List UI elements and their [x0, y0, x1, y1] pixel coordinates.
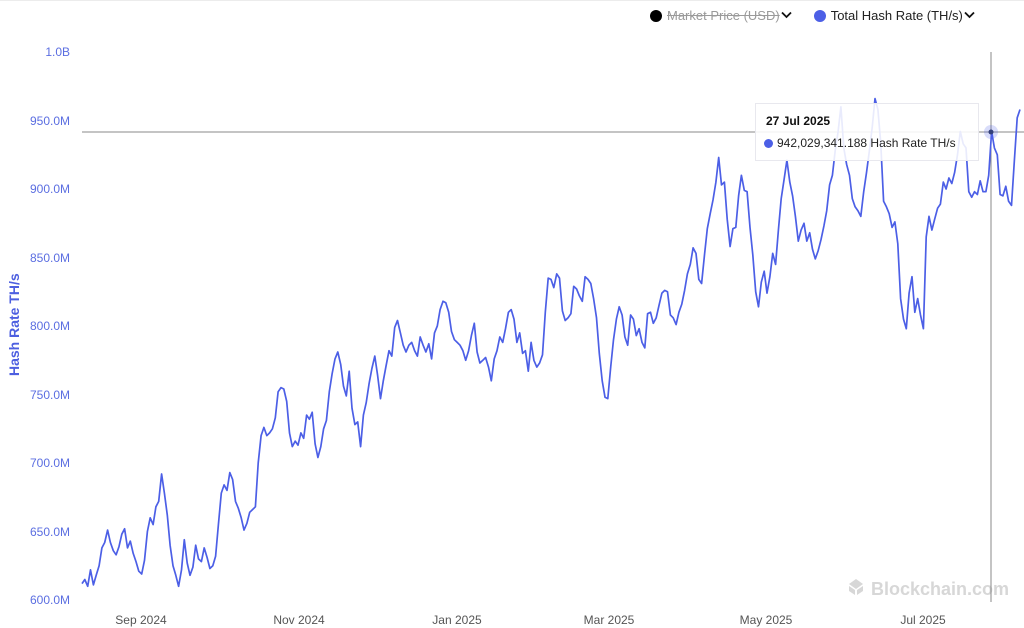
- y-tick: 750.0M: [29, 388, 70, 402]
- hash-rate-line: [81, 97, 1021, 588]
- y-tick: 700.0M: [29, 456, 70, 470]
- x-tick: Mar 2025: [583, 613, 635, 627]
- tooltip: 27 Jul 2025 942,029,341.188 Hash Rate TH…: [755, 103, 979, 161]
- y-tick: 600.0M: [29, 593, 70, 607]
- hash-rate-dot-icon: [813, 9, 826, 22]
- y-tick: 800.0M: [29, 319, 70, 333]
- chevron-down-icon[interactable]: [964, 8, 975, 22]
- x-tick: May 2025: [739, 613, 793, 627]
- tooltip-date: 27 Jul 2025: [766, 114, 831, 128]
- y-tick: 1.0B: [45, 45, 70, 59]
- y-tick: 900.0M: [29, 182, 70, 196]
- y-tick: 850.0M: [29, 251, 70, 265]
- series-dot-icon: [764, 138, 773, 148]
- x-tick: Sep 2024: [115, 613, 167, 627]
- x-tick: Jan 2025: [432, 613, 482, 627]
- tooltip-row: 942,029,341.188 Hash Rate TH/s: [764, 136, 956, 150]
- blockchain-logo-icon: [847, 578, 865, 601]
- legend-item-market-price[interactable]: Market Price (USD): [650, 8, 792, 23]
- legend: Market Price (USD) Total Hash Rate (TH/s…: [650, 8, 997, 23]
- y-tick: 650.0M: [29, 525, 70, 539]
- legend-item-hash-rate[interactable]: Total Hash Rate (TH/s): [813, 8, 975, 23]
- blockchain-watermark: Blockchain.com: [847, 578, 1009, 601]
- legend-label-hash-rate: Total Hash Rate (TH/s): [830, 8, 963, 23]
- legend-label-market-price: Market Price (USD): [667, 8, 780, 23]
- x-tick: Jul 2025: [900, 613, 946, 627]
- x-tick: Nov 2024: [273, 613, 325, 627]
- top-border: [0, 0, 1024, 1]
- watermark-text: Blockchain.com: [871, 579, 1010, 599]
- market-price-dot-icon: [650, 9, 662, 22]
- y-tick: 950.0M: [29, 114, 70, 128]
- hover-point: [988, 129, 994, 135]
- chevron-down-icon[interactable]: [781, 8, 792, 22]
- tooltip-value: 942,029,341.188 Hash Rate TH/s: [777, 136, 956, 150]
